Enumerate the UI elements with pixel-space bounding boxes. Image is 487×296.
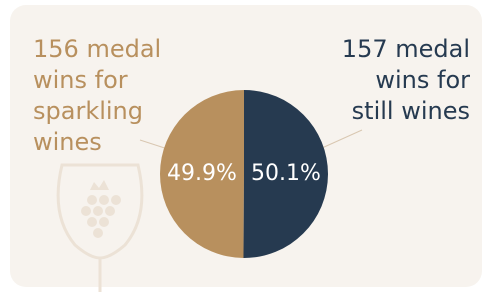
chart: 49.9% 50.1% 156 medal wins for sparkling win… (0, 0, 487, 292)
page: 49.9% 50.1% 156 medal wins for sparkling win… (0, 0, 487, 292)
data-label: 50.1% (251, 161, 321, 186)
slice-label: wines (33, 128, 102, 156)
slice-label: still wines (352, 97, 470, 125)
pie: 49.9% 50.1% (160, 90, 328, 258)
slice-label: 156 medal (33, 35, 161, 63)
slice-label: wins for (375, 66, 470, 94)
slice-label: wins for (33, 66, 128, 94)
slice-label: 157 medal (342, 35, 470, 63)
data-label: 49.9% (167, 161, 237, 186)
slice-label: sparkling (33, 97, 143, 125)
